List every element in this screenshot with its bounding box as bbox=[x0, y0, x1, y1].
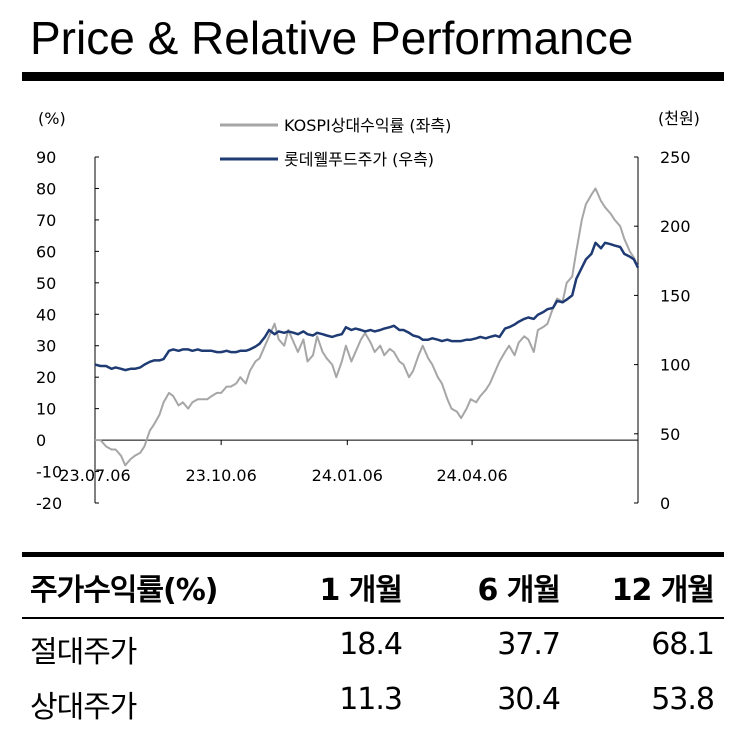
right-tick-label: 150 bbox=[660, 286, 691, 305]
legend-label: KOSPI상대수익률 (좌측) bbox=[284, 116, 451, 135]
left-tick-label: 20 bbox=[36, 368, 56, 387]
left-tick-label: 0 bbox=[36, 431, 46, 450]
right-axis-unit: (천원) bbox=[658, 109, 700, 128]
table-cell: 37.7 bbox=[497, 627, 561, 662]
kospi-relative-return-line bbox=[95, 187, 639, 467]
left-tick-label: -20 bbox=[36, 494, 62, 513]
left-tick-label: 80 bbox=[36, 179, 56, 198]
table-row: 절대주가 18.4 37.7 68.1 bbox=[22, 619, 724, 674]
left-tick-label: 40 bbox=[36, 305, 56, 324]
price-performance-chart: 9080706050403020100-10-20250200150100500… bbox=[36, 109, 700, 513]
lotte-wellfood-price-line bbox=[94, 241, 640, 372]
table-cell: 30.4 bbox=[497, 682, 561, 717]
row-label: 상대주가 bbox=[30, 690, 137, 725]
right-tick-label: 0 bbox=[660, 494, 670, 513]
right-tick-label: 250 bbox=[660, 148, 691, 167]
right-tick-label: 50 bbox=[660, 425, 680, 444]
header-cell: 6 개월 bbox=[477, 573, 561, 608]
table-cell: 68.1 bbox=[651, 627, 715, 662]
legend-label: 롯데웰푸드주가 (우측) bbox=[284, 150, 434, 169]
left-tick-label: 70 bbox=[36, 211, 56, 230]
table-cell: 11.3 bbox=[339, 682, 403, 717]
title-divider bbox=[22, 72, 724, 81]
x-tick-label: 23.10.06 bbox=[186, 466, 257, 485]
row-label: 절대주가 bbox=[30, 635, 137, 670]
x-tick-label: 23.07.06 bbox=[59, 466, 130, 485]
header-cell: 1 개월 bbox=[319, 573, 403, 608]
left-tick-label: -10 bbox=[36, 463, 62, 482]
left-tick-label: 60 bbox=[36, 242, 56, 261]
table-cell: 53.8 bbox=[651, 682, 715, 717]
left-tick-label: 30 bbox=[36, 337, 56, 356]
table-row: 상대주가 11.3 30.4 53.8 bbox=[22, 674, 724, 729]
header-cell: 12 개월 bbox=[611, 573, 715, 608]
table-cell: 18.4 bbox=[339, 627, 403, 662]
returns-table: 주가수익률(%) 1 개월 6 개월 12 개월 절대주가 18.4 37.7 … bbox=[22, 552, 724, 729]
table-top-rule bbox=[22, 552, 724, 557]
left-tick-label: 50 bbox=[36, 274, 56, 293]
right-tick-label: 200 bbox=[660, 217, 691, 236]
x-tick-label: 24.04.06 bbox=[436, 466, 507, 485]
left-tick-label: 90 bbox=[36, 148, 56, 167]
table-header-row: 주가수익률(%) 1 개월 6 개월 12 개월 bbox=[22, 557, 724, 619]
page-title: Price & Relative Performance bbox=[30, 12, 634, 64]
left-axis-unit: (%) bbox=[38, 109, 66, 128]
left-tick-label: 10 bbox=[36, 400, 56, 419]
right-tick-label: 100 bbox=[660, 356, 691, 375]
x-tick-label: 24.01.06 bbox=[312, 466, 383, 485]
header-cell: 주가수익률(%) bbox=[30, 573, 218, 608]
